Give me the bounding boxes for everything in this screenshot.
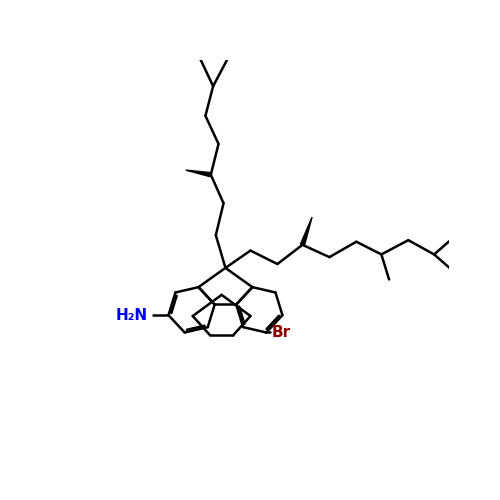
Polygon shape [186,170,211,177]
Text: Br: Br [272,325,291,340]
Text: H₂N: H₂N [115,308,148,322]
Polygon shape [300,217,312,246]
